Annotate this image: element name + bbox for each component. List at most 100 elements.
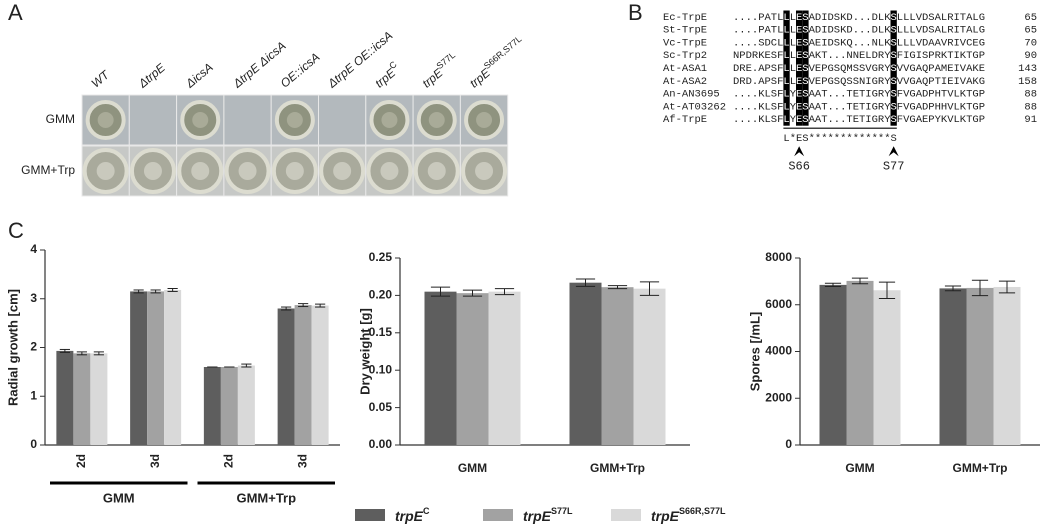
photo-cell bbox=[223, 94, 272, 146]
column-label: trpEC bbox=[371, 59, 404, 91]
colony-center bbox=[192, 112, 209, 128]
seq-end: 88 bbox=[1024, 101, 1037, 113]
consensus: L*ES*************S bbox=[783, 133, 896, 145]
photo-cell bbox=[128, 94, 178, 146]
sequence: ....KLSFLYESAAT...TETIGRYSFVGADPHHVLKTGP bbox=[733, 101, 985, 113]
y-tick-label: 1 bbox=[30, 388, 37, 402]
colony-center bbox=[475, 162, 494, 180]
bar bbox=[130, 291, 148, 445]
column-label-base: ΔtrpE bbox=[135, 60, 169, 91]
sequence: ....PATLLLESADIDSKD...DLKSLLLVDSALRITALG bbox=[733, 12, 985, 24]
colony-center bbox=[96, 162, 115, 180]
y-tick-label: 3 bbox=[30, 291, 37, 305]
colony-center bbox=[333, 162, 352, 180]
column-label-sup: S66R,S77L bbox=[482, 34, 524, 71]
y-tick-label: 0.20 bbox=[369, 288, 393, 302]
seq-end: 91 bbox=[1024, 114, 1037, 126]
bar bbox=[601, 287, 634, 445]
sequence: DRD.APSFLLESVEPGSQSSNIGRYSVVGAQPTIEIVAKG bbox=[733, 76, 985, 88]
legend-label-base: trpE bbox=[523, 508, 552, 524]
y-tick-label: 2000 bbox=[765, 390, 792, 404]
bar bbox=[147, 291, 165, 445]
seq-end: 65 bbox=[1024, 12, 1037, 24]
legend-label: trpEC bbox=[395, 506, 430, 523]
sequence: ....SDCLLLESAEIDSKQ...NLKSLLLVDAAVRIVCEG bbox=[733, 37, 985, 49]
x-tick-label: 3d bbox=[148, 454, 162, 468]
seq-name: Ec-TrpE bbox=[663, 12, 707, 24]
seq-end: 88 bbox=[1024, 89, 1037, 101]
seq-end: 158 bbox=[1018, 76, 1037, 88]
column-label-sup: C bbox=[387, 59, 399, 71]
bar bbox=[90, 353, 108, 445]
site-label: S77 bbox=[883, 159, 905, 173]
conserved-box bbox=[802, 10, 809, 126]
colony-center bbox=[286, 112, 303, 128]
colony-center bbox=[285, 162, 304, 180]
seq-name: Sc-Trp2 bbox=[663, 50, 707, 62]
seq-name: Vc-TrpE bbox=[663, 37, 707, 49]
y-axis-label: Radial growth [cm] bbox=[5, 289, 20, 406]
seq-name: Af-TrpE bbox=[663, 114, 707, 126]
sequence: ....KLSFLYESAAT...TETIGRYSFVGADPHTVLKTGP bbox=[733, 89, 985, 101]
bar bbox=[56, 350, 74, 445]
y-tick-label: 4000 bbox=[765, 344, 792, 358]
colony-center bbox=[97, 112, 114, 128]
colony-center bbox=[381, 112, 398, 128]
column-label: WT bbox=[89, 67, 114, 91]
bar bbox=[488, 291, 521, 445]
legend-swatch bbox=[483, 509, 513, 521]
column-label: trpES77L bbox=[418, 50, 462, 91]
site-label: S66 bbox=[788, 159, 810, 173]
bar bbox=[939, 288, 967, 445]
conserved-box bbox=[796, 10, 803, 126]
bar bbox=[203, 367, 221, 445]
column-label: trpES66R,S77L bbox=[465, 34, 528, 91]
group-label: GMM+Trp bbox=[236, 490, 296, 505]
bar bbox=[846, 280, 874, 445]
site-arrow bbox=[794, 146, 805, 157]
bar bbox=[456, 293, 489, 445]
colony-center bbox=[143, 162, 162, 180]
y-tick-label: 2 bbox=[30, 340, 37, 354]
bar bbox=[277, 308, 295, 445]
x-tick-label: 2d bbox=[222, 454, 236, 468]
panel-label: C bbox=[8, 218, 24, 243]
bar bbox=[73, 353, 91, 445]
bar bbox=[164, 289, 182, 445]
bar bbox=[873, 290, 901, 445]
column-label: ΔtrpE bbox=[135, 60, 169, 91]
sequence: DRE.APSFLLESVEPGSQMSSVGRYSVVGAQPAMEIVAKE bbox=[733, 63, 985, 75]
column-label-base: WT bbox=[89, 67, 114, 91]
legend-label-base: trpE bbox=[395, 508, 424, 524]
seq-end: 70 bbox=[1024, 37, 1037, 49]
bar bbox=[966, 287, 994, 445]
row-label: GMM+Trp bbox=[21, 163, 75, 177]
y-tick-label: 6000 bbox=[765, 297, 792, 311]
bar bbox=[424, 291, 457, 445]
bar bbox=[633, 288, 666, 445]
seq-name: St-TrpE bbox=[663, 25, 707, 37]
seq-name: At-ASA2 bbox=[663, 76, 707, 88]
conserved-box bbox=[890, 10, 897, 126]
colony-center bbox=[380, 162, 399, 180]
bar bbox=[819, 284, 847, 445]
y-tick-label: 0 bbox=[30, 437, 37, 451]
y-tick-label: 0.15 bbox=[369, 325, 393, 339]
column-label-base: ΔicsA bbox=[182, 60, 215, 91]
legend-label-sup: S77L bbox=[551, 506, 573, 516]
legend-label: trpES77L bbox=[523, 506, 573, 523]
colony-center bbox=[428, 112, 445, 128]
colony-center bbox=[191, 162, 210, 180]
column-label-sup: S77L bbox=[435, 50, 458, 71]
conserved-box bbox=[783, 10, 790, 126]
x-tick-label: GMM bbox=[458, 461, 487, 475]
y-tick-label: 0.00 bbox=[369, 437, 393, 451]
y-axis-label: Dry weight [g] bbox=[357, 308, 372, 395]
group-label: GMM bbox=[103, 490, 135, 505]
bar bbox=[311, 305, 329, 445]
sequence: NPDRKESFLLESAKT...NNELDRYSFIGISPRKTIKTGP bbox=[733, 50, 985, 62]
seq-end: 65 bbox=[1024, 25, 1037, 37]
x-tick-label: GMM+Trp bbox=[952, 461, 1007, 475]
